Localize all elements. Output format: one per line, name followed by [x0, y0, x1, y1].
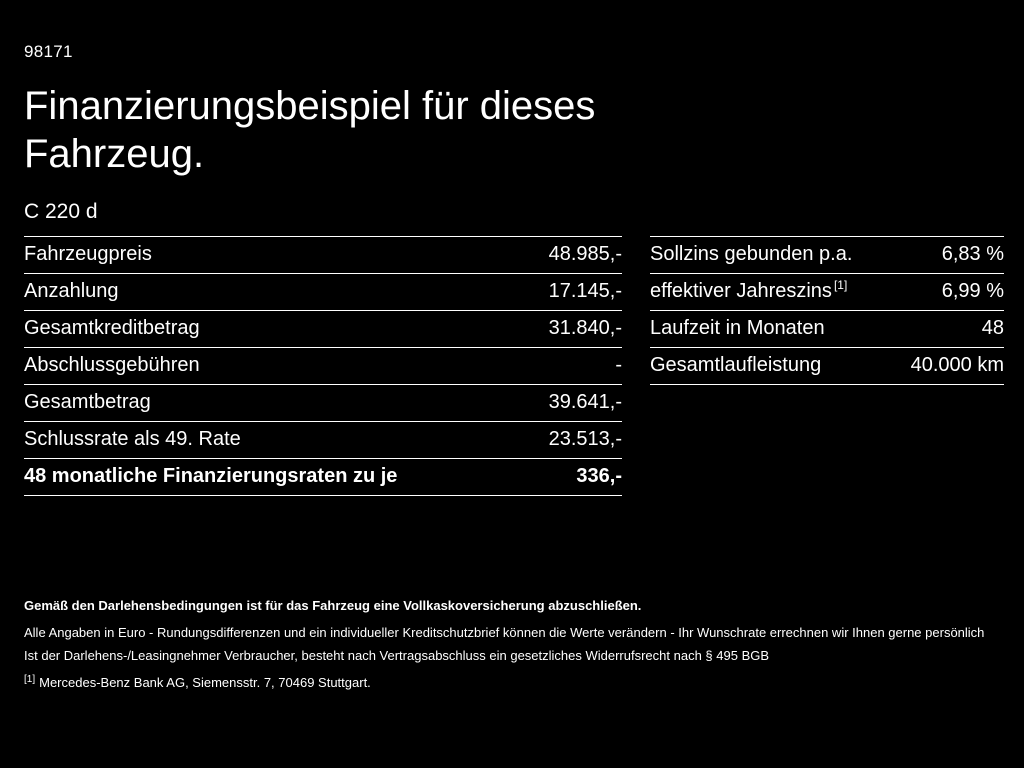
footnote-reference: [1]	[833, 278, 848, 293]
footnote-text: Mercedes-Benz Bank AG, Siemensstr. 7, 70…	[39, 675, 371, 690]
row-value: 17.145,-	[548, 280, 622, 302]
row-label: Gesamtbetrag	[24, 391, 151, 413]
document-code: 98171	[24, 42, 73, 61]
table-row: effektiver Jahreszins [1] 6,99 %	[650, 273, 1004, 310]
table-row-monthly-rate: 48 monatliche Finanzierungsraten zu je 3…	[24, 458, 622, 496]
table-row: Anzahlung 17.145,-	[24, 273, 622, 310]
row-value: 6,99 %	[941, 280, 1004, 302]
footer-disclaimer-2: Ist der Darlehens-/Leasingnehmer Verbrau…	[24, 648, 770, 663]
row-value: 336,-	[576, 465, 622, 487]
row-label: 48 monatliche Finanzierungsraten zu je	[24, 465, 398, 487]
row-label: effektiver Jahreszins [1]	[650, 278, 848, 302]
header: 98171 Finanzierungsbeispiel für dieses F…	[0, 0, 1024, 224]
row-value: 23.513,-	[548, 428, 622, 450]
row-label: Fahrzeugpreis	[24, 243, 152, 265]
footer-insurance-note: Gemäß den Darlehensbedingungen ist für d…	[24, 598, 642, 613]
row-label: Anzahlung	[24, 280, 119, 302]
footer-disclaimer-1: Alle Angaben in Euro - Rundungsdifferenz…	[24, 625, 985, 640]
table-row: Gesamtbetrag 39.641,-	[24, 384, 622, 421]
financing-table-right: Sollzins gebunden p.a. 6,83 % effektiver…	[650, 236, 1004, 385]
row-value: 48	[981, 317, 1004, 339]
vehicle-model: C 220 d	[24, 200, 98, 223]
table-row: Abschlussgebühren -	[24, 347, 622, 384]
row-label: Sollzins gebunden p.a.	[650, 243, 853, 265]
table-row: Gesamtlaufleistung 40.000 km	[650, 347, 1004, 385]
footer-footnote: [1] Mercedes-Benz Bank AG, Siemensstr. 7,…	[24, 673, 1004, 690]
footnote-marker: [1]	[24, 673, 36, 685]
legal-footer: Gemäß den Darlehensbedingungen ist für d…	[24, 598, 1004, 690]
row-value: 40.000 km	[910, 354, 1004, 376]
row-label: Abschlussgebühren	[24, 354, 200, 376]
financing-table-left: Fahrzeugpreis 48.985,- Anzahlung 17.145,…	[24, 236, 622, 496]
table-row: Schlussrate als 49. Rate 23.513,-	[24, 421, 622, 458]
row-label: Gesamtkreditbetrag	[24, 317, 200, 339]
row-label: Gesamtlaufleistung	[650, 354, 822, 376]
table-row: Sollzins gebunden p.a. 6,83 %	[650, 236, 1004, 273]
row-value: -	[615, 354, 622, 376]
row-value: 31.840,-	[548, 317, 622, 339]
table-row: Fahrzeugpreis 48.985,-	[24, 236, 622, 273]
page-title: Finanzierungsbeispiel für dieses Fahrzeu…	[24, 84, 596, 176]
table-row: Gesamtkreditbetrag 31.840,-	[24, 310, 622, 347]
table-row: Laufzeit in Monaten 48	[650, 310, 1004, 347]
row-value: 39.641,-	[548, 391, 622, 413]
row-value: 6,83 %	[941, 243, 1004, 265]
row-label: Laufzeit in Monaten	[650, 317, 825, 339]
row-label: Schlussrate als 49. Rate	[24, 428, 241, 450]
row-value: 48.985,-	[548, 243, 622, 265]
financing-tables: Fahrzeugpreis 48.985,- Anzahlung 17.145,…	[0, 236, 1024, 496]
